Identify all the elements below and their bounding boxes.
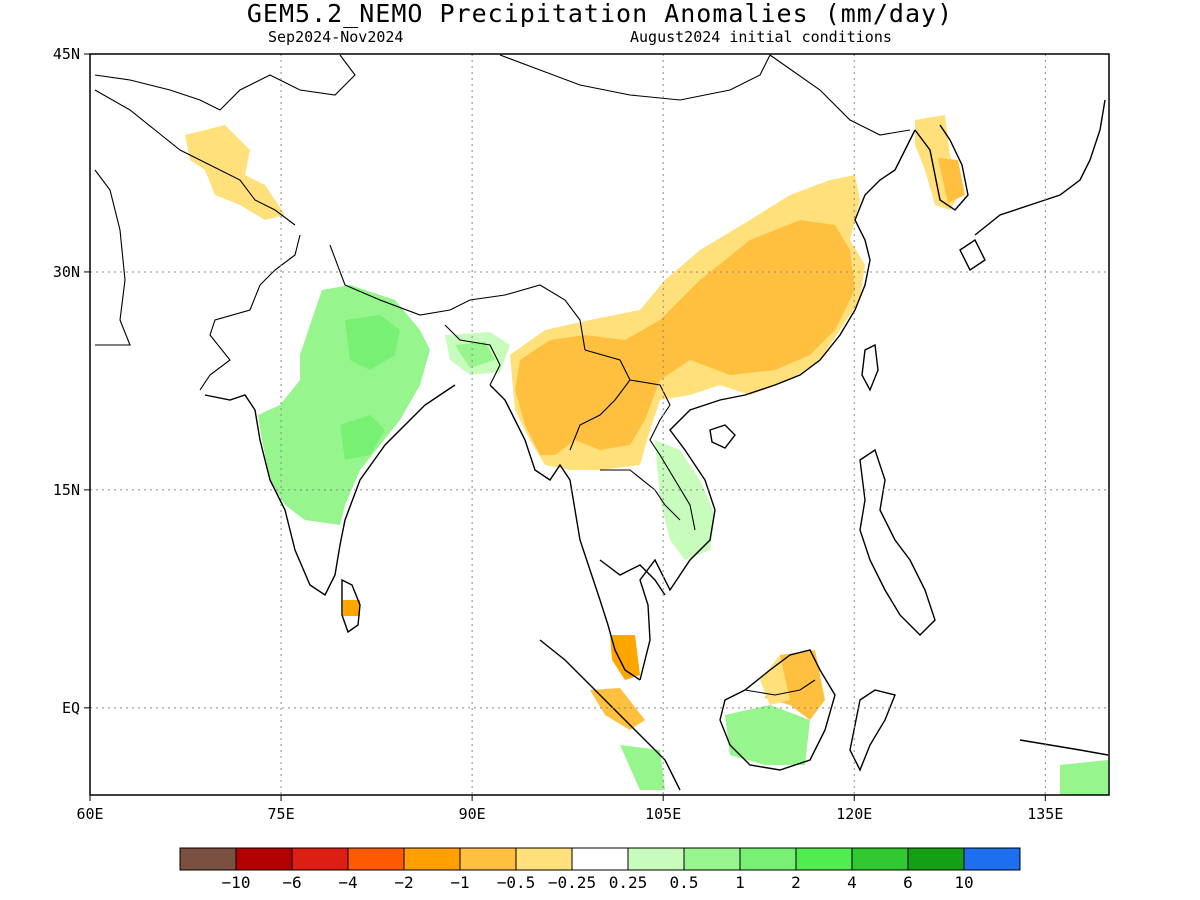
colorbar-label: 10 bbox=[954, 873, 973, 892]
indochina-coastline bbox=[639, 129, 916, 681]
philippines-coastline bbox=[859, 448, 936, 636]
colorbar-swatch bbox=[571, 847, 629, 871]
borneo-wet-region bbox=[725, 705, 810, 765]
pakistan-india-border bbox=[199, 234, 301, 391]
gulf-thailand-coastline bbox=[599, 559, 666, 596]
korea-drier-region bbox=[938, 158, 965, 203]
bangladesh-border bbox=[444, 324, 501, 386]
iran-border bbox=[94, 169, 131, 346]
colorbar-swatch bbox=[235, 847, 293, 871]
myanmar-coastline bbox=[489, 384, 641, 681]
colorbar-label: 2 bbox=[791, 873, 801, 892]
india-coastline bbox=[204, 384, 456, 597]
color-scale-legend: −10 −6 −4 −2 −1 −0.5 −0.25 0.25 0.5 1 2 4 6 10 bbox=[179, 847, 1021, 892]
new-guinea-coastline bbox=[1019, 739, 1109, 756]
colorbar-swatch bbox=[907, 847, 965, 871]
graticule bbox=[90, 54, 1109, 795]
lon-tick-label: 90E bbox=[459, 805, 486, 823]
colorbar-swatch bbox=[347, 847, 405, 871]
colorbar-label: −0.5 bbox=[497, 873, 536, 892]
afghanistan-border bbox=[94, 89, 296, 226]
borneo-coastline bbox=[719, 649, 836, 771]
colorbar-label: −4 bbox=[338, 873, 357, 892]
himalaya-border bbox=[329, 244, 586, 351]
india-wetter-region bbox=[345, 315, 400, 370]
sri-lanka-coastline bbox=[341, 578, 361, 634]
season-subtitle: Sep2024-Nov2024 bbox=[268, 28, 404, 46]
colorbar-label: 6 bbox=[903, 873, 913, 892]
colorbar-swatch bbox=[851, 847, 909, 871]
colorbar-label: −0.25 bbox=[548, 873, 596, 892]
pakistan-dry-region bbox=[185, 125, 285, 220]
colorbar-swatch bbox=[739, 847, 797, 871]
sulawesi-coastline bbox=[849, 689, 896, 772]
lon-tick-label: 120E bbox=[836, 805, 872, 823]
malay-dry-region bbox=[610, 635, 640, 680]
china-northeast-border bbox=[769, 54, 911, 136]
lon-tick-label: 75E bbox=[268, 805, 295, 823]
china-north-border bbox=[94, 54, 356, 111]
lon-tick-label: 135E bbox=[1027, 805, 1063, 823]
borneo-dry-margin bbox=[760, 655, 790, 705]
lat-tick-label: 15N bbox=[53, 481, 80, 499]
colorbar-swatch bbox=[627, 847, 685, 871]
lon-tick-label: 105E bbox=[645, 805, 681, 823]
colorbar-label: −6 bbox=[282, 873, 301, 892]
india-wetter-region-south bbox=[340, 415, 385, 460]
taiwan-coastline bbox=[861, 343, 879, 392]
border-layer bbox=[94, 54, 911, 696]
colorbar-swatch bbox=[515, 847, 573, 871]
lon-tick-label: 60E bbox=[76, 805, 103, 823]
sumatra-dry-region bbox=[590, 688, 645, 730]
myanmar-china-border bbox=[569, 349, 631, 451]
bangladesh-wetter-region bbox=[455, 342, 495, 368]
colorbar-swatch bbox=[459, 847, 517, 871]
lat-tick-label: 30N bbox=[53, 263, 80, 281]
colorbar-label: 1 bbox=[735, 873, 745, 892]
colorbar-swatch bbox=[179, 847, 237, 871]
new-guinea-wet-region bbox=[1060, 760, 1108, 795]
colorbar-swatch bbox=[291, 847, 349, 871]
sri-lanka-dry-spot bbox=[343, 600, 360, 616]
sumatra-coastline bbox=[539, 639, 681, 791]
kyushu-coastline bbox=[959, 238, 986, 272]
lat-tick-label: EQ bbox=[62, 699, 80, 717]
indochina-wet-region bbox=[655, 440, 715, 560]
south-china-dry-region bbox=[515, 220, 855, 455]
japan-coastline bbox=[974, 99, 1106, 236]
colorbar-label: 4 bbox=[847, 873, 857, 892]
colorbar-swatch bbox=[963, 847, 1021, 871]
korea-coastline bbox=[914, 124, 969, 211]
colorbar-label: 0.5 bbox=[670, 873, 699, 892]
map-frame bbox=[89, 53, 1110, 796]
colorbar-label: −1 bbox=[450, 873, 469, 892]
axis-ticks: 60E 75E 90E 105E 120E 135E 45N 30N 15N EQ bbox=[53, 45, 1063, 823]
colorbar-swatch bbox=[683, 847, 741, 871]
borneo-inner-border bbox=[744, 679, 816, 696]
colorbar-label: 0.25 bbox=[609, 873, 648, 892]
sumatra-wet-region bbox=[620, 745, 665, 790]
map-title: GEM5.2_NEMO Precipitation Anomalies (mm/… bbox=[246, 0, 954, 28]
india-wet-region bbox=[258, 285, 430, 525]
colorbar-swatch bbox=[403, 847, 461, 871]
colorbar-swatch bbox=[795, 847, 853, 871]
colorbar-label: −10 bbox=[222, 873, 251, 892]
initial-conditions-subtitle: August2024 initial conditions bbox=[630, 28, 892, 46]
hainan-coastline bbox=[709, 424, 736, 449]
anomaly-fill-layer bbox=[185, 115, 1108, 795]
mongolia-border bbox=[499, 54, 771, 101]
colorbar-label: −2 bbox=[394, 873, 413, 892]
lat-tick-label: 45N bbox=[53, 45, 80, 63]
